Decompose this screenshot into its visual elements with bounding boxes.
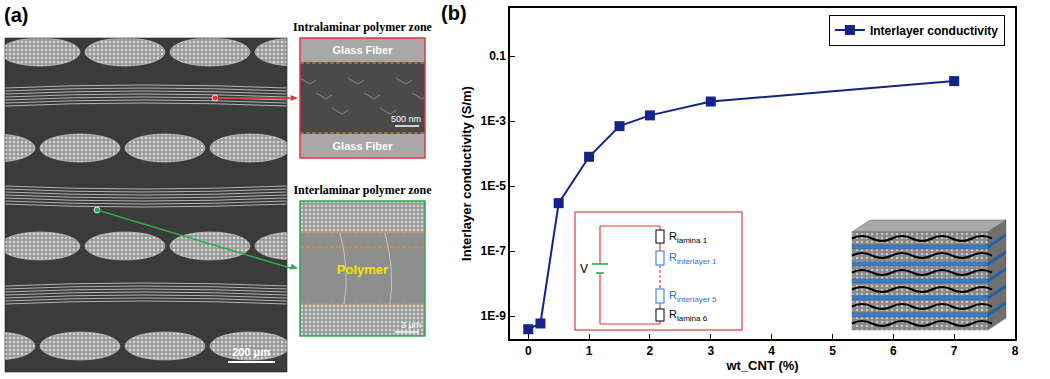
svg-text:500 nm: 500 nm <box>391 114 421 124</box>
svg-text:Polymer: Polymer <box>337 262 388 277</box>
svg-text:6: 6 <box>890 344 897 358</box>
svg-text:Rinterlayer 1: Rinterlayer 1 <box>669 251 717 266</box>
svg-text:Interlayer conductivity: Interlayer conductivity <box>870 24 998 38</box>
svg-text:Interlaminar polymer zone: Interlaminar polymer zone <box>293 183 432 197</box>
svg-text:Intralaminar polymer zone: Intralaminar polymer zone <box>293 20 433 34</box>
svg-text:(a): (a) <box>4 4 28 26</box>
svg-text:1E-3: 1E-3 <box>480 114 506 128</box>
svg-text:200 μm: 200 μm <box>232 346 270 358</box>
svg-text:Interlayer conductivity (S/m): Interlayer conductivity (S/m) <box>459 86 474 261</box>
svg-text:2: 2 <box>647 344 654 358</box>
svg-text:3 μm: 3 μm <box>401 320 421 330</box>
svg-text:1E-9: 1E-9 <box>480 309 506 323</box>
svg-text:0.1: 0.1 <box>489 49 506 63</box>
svg-text:5: 5 <box>829 344 836 358</box>
svg-text:Glass Fiber: Glass Fiber <box>333 44 394 56</box>
svg-text:8: 8 <box>1012 344 1019 358</box>
svg-text:7: 7 <box>951 344 958 358</box>
svg-text:1: 1 <box>586 344 593 358</box>
svg-text:1E-5: 1E-5 <box>480 179 506 193</box>
svg-text:(b): (b) <box>441 2 467 24</box>
svg-text:Rlamina 1: Rlamina 1 <box>669 230 708 245</box>
svg-text:Rlamina 6: Rlamina 6 <box>669 308 708 323</box>
svg-text:1E-7: 1E-7 <box>480 244 506 258</box>
svg-text:0: 0 <box>525 344 532 358</box>
svg-text:V: V <box>580 262 588 276</box>
svg-text:Rinterlayer 5: Rinterlayer 5 <box>669 289 717 304</box>
svg-text:3: 3 <box>707 344 714 358</box>
svg-text:wt_CNT (%): wt_CNT (%) <box>725 358 798 373</box>
svg-text:4: 4 <box>768 344 775 358</box>
svg-text:Glass Fiber: Glass Fiber <box>333 140 394 152</box>
